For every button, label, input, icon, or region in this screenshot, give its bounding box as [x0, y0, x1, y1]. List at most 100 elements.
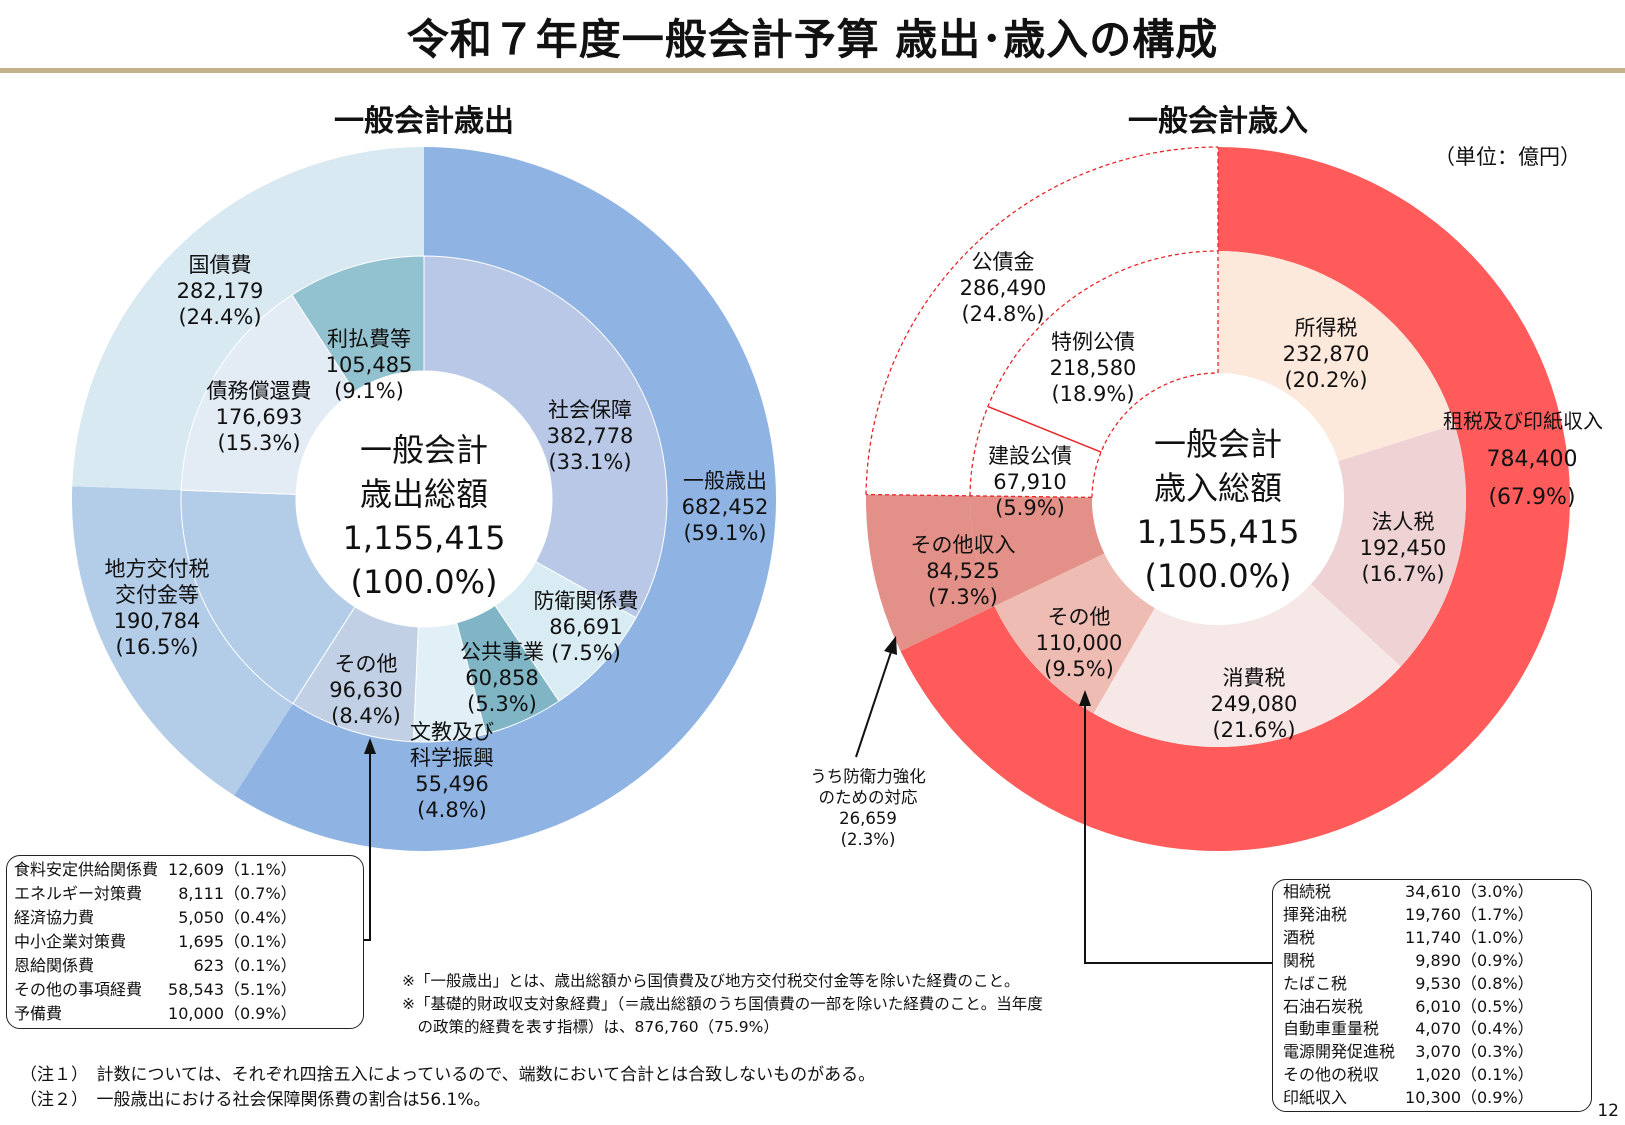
revenue-breakdown-row: 印紙収入 10,300（0.9%）	[1283, 1087, 1534, 1110]
data-label-line: (24.8%)	[961, 302, 1044, 326]
data-label-line: 86,691	[549, 615, 622, 639]
expenditure-breakdown-value: 10,000（0.9%）	[168, 1004, 297, 1023]
revenue-inner-slice	[994, 553, 1155, 714]
data-label-line: (16.5%)	[115, 635, 198, 659]
expenditure-breakdown-row: 予備費 10,000（0.9%）	[14, 1002, 297, 1026]
revenue-outer-slice	[900, 147, 1570, 852]
bond-outer-outline	[865, 146, 1219, 495]
data-label-line: 国債費	[189, 253, 252, 277]
data-label-line: 232,870	[1283, 342, 1370, 366]
revenue-breakdown-row: 相続税 34,610（3.0%）	[1283, 881, 1534, 904]
revenue-breakdown-row: 電源開発促進税 3,070（0.3%）	[1283, 1041, 1534, 1064]
revenue-breakdown-row: その他の税収 1,020（0.1%）	[1283, 1064, 1534, 1087]
defense-note-line: うち防衛力強化	[810, 767, 926, 786]
expenditure-other-arrowhead	[364, 738, 376, 754]
data-label-line: 科学振興	[410, 746, 494, 770]
expenditure-outer-slice	[72, 486, 293, 796]
revenue-center-label-line: (100.0%)	[1145, 557, 1292, 595]
data-label-line: 防衛関係費	[534, 589, 639, 613]
expenditure-breakdown-value: 623（0.1%）	[193, 956, 297, 975]
expenditure-center-label: 一般会計歳出総額 1,155,415 (100.0%)	[343, 431, 506, 601]
data-label-line: (4.8%)	[417, 798, 487, 822]
data-label-line: 消費税	[1223, 666, 1286, 690]
data-label: 地方交付税交付金等 190,784 (16.5%)	[105, 557, 210, 659]
footnote-line: （注１） 計数については、それぞれ四捨五入によっているので、端数において合計とは…	[20, 1065, 876, 1085]
revenue-breakdown-row: 酒税 11,740（1.0%）	[1283, 927, 1534, 950]
expenditure-center-label-line: 一般会計	[360, 431, 488, 469]
data-label-line: 利払費等	[327, 327, 411, 351]
expenditure-breakdown-name: エネルギー対策費	[14, 884, 143, 903]
data-label: 租税及び印紙収入	[1443, 409, 1603, 433]
data-label-line: 社会保障	[548, 398, 632, 422]
data-label-line: 784,400	[1487, 447, 1578, 472]
revenue-breakdown-value: 1,020（0.1%）	[1415, 1065, 1534, 1085]
note-line: ※「基礎的財政収支対象経費」（＝歳出総額のうち国債費の一部を除いた経費のこと。当…	[402, 995, 1043, 1013]
revenue-other-arrowhead	[1079, 690, 1091, 706]
data-label-line: 文教及び	[410, 720, 494, 744]
data-label-line: 公債金	[972, 250, 1035, 274]
data-label: 債務償還費 176,693 (15.3%)	[207, 379, 312, 455]
data-label: 利払費等 105,485 (9.1%)	[326, 327, 413, 403]
expenditure-other-breakdown: 食料安定供給関係費 12,609（1.1%） エネルギー対策費 8,111（0.7%）…	[6, 855, 364, 1029]
data-label: 社会保障 382,778 (33.1%)	[547, 398, 634, 474]
expenditure-breakdown-value: 1,695（0.1%）	[178, 932, 297, 951]
data-label-line: 債務償還費	[207, 379, 312, 403]
expenditure-breakdown-value: 5,050（0.4%）	[178, 908, 297, 927]
data-label: 防衛関係費 86,691 (7.5%)	[534, 589, 639, 665]
expenditure-center-label-line: (100.0%)	[351, 563, 498, 601]
revenue-breakdown-name: その他の税収	[1283, 1065, 1380, 1085]
data-label-line: 96,630	[329, 678, 402, 702]
revenue-chart-title-line: 一般会計歳入	[1128, 104, 1308, 139]
revenue-breakdown-name: 相続税	[1283, 882, 1332, 901]
revenue-breakdown-value: 19,760（1.7%）	[1405, 904, 1534, 924]
data-label: 所得税 232,870 (20.2%)	[1283, 316, 1370, 392]
revenue-breakdown-row: 揮発油税 19,760（1.7%）	[1283, 904, 1534, 927]
revenue-breakdown-row: 関税 9,890（0.9%）	[1283, 950, 1534, 973]
expenditure-breakdown-name: 食料安定供給関係費	[14, 860, 159, 879]
revenue-breakdown-name: 印紙収入	[1283, 1088, 1348, 1108]
data-label-line: (24.4%)	[178, 305, 261, 329]
revenue-breakdown-value: 6,010（0.5%）	[1415, 996, 1534, 1016]
data-label-line: 地方交付税	[105, 557, 210, 581]
data-label-line: 382,778	[547, 424, 634, 448]
expenditure-breakdown-value: 58,543（5.1%）	[168, 980, 297, 999]
revenue-breakdown-name: 酒税	[1283, 927, 1316, 947]
bond-hole-outline	[1091, 372, 1219, 498]
note-line: の政策的経費を表す指標）は、876,760（75.9%）	[402, 1018, 779, 1036]
data-label-line: (18.9%)	[1051, 382, 1134, 406]
revenue-breakdown-name: 石油石炭税	[1283, 996, 1364, 1016]
data-label-line: (33.1%)	[548, 450, 631, 474]
revenue-chart-title: 一般会計歳入	[1128, 104, 1308, 139]
expenditure-center-label-line: 歳出総額	[360, 475, 488, 513]
bond-inner-outline	[969, 250, 1219, 496]
expenditure-breakdown-value: 12,609（1.1%）	[168, 860, 297, 879]
data-label: 公共事業 60,858 (5.3%)	[460, 640, 544, 716]
expenditure-breakdown-row: 中小企業対策費 1,695（0.1%）	[14, 930, 297, 954]
defense-arrowhead	[884, 636, 897, 655]
revenue-breakdown-name: 関税	[1283, 950, 1316, 970]
revenue-breakdown-value: 34,610（3.0%）	[1405, 882, 1534, 901]
defense-note: うち防衛力強化のための対応 26,659 (2.3%)	[810, 767, 926, 849]
data-label: 文教及び科学振興 55,496 (4.8%)	[410, 720, 494, 822]
data-label-line: その他	[335, 652, 398, 676]
expenditure-breakdown-name: 恩給関係費	[14, 956, 95, 975]
data-label-line: (67.9%)	[1488, 485, 1575, 510]
data-label-line: 交付金等	[115, 583, 199, 607]
expenditure-chart-title: 一般会計歳出	[334, 104, 514, 139]
data-label: 消費税 249,080 (21.6%)	[1211, 666, 1298, 742]
footnote-line: （注２） 一般歳出における社会保障関係費の割合は56.1%。	[20, 1090, 491, 1110]
revenue-center-label-line: 1,155,415	[1137, 513, 1300, 551]
data-label-line: (59.1%)	[683, 521, 766, 545]
revenue-inner-slice	[970, 406, 1102, 498]
revenue-breakdown-value: 11,740（1.0%）	[1405, 927, 1534, 947]
revenue-breakdown-name: たばこ税	[1283, 973, 1348, 993]
expenditure-breakdown-row: 経済協力費 5,050（0.4%）	[14, 906, 297, 930]
data-label-line: 55,496	[415, 772, 488, 796]
revenue-breakdown-value: 4,070（0.4%）	[1415, 1019, 1534, 1039]
data-label-line: (21.6%)	[1212, 718, 1295, 742]
data-label-line: 租税及び印紙収入	[1443, 409, 1603, 433]
data-label-line: その他収入	[911, 533, 1016, 557]
data-label-line: 所得税	[1295, 316, 1358, 340]
expenditure-breakdown-value: 8,111（0.7%）	[178, 884, 297, 903]
